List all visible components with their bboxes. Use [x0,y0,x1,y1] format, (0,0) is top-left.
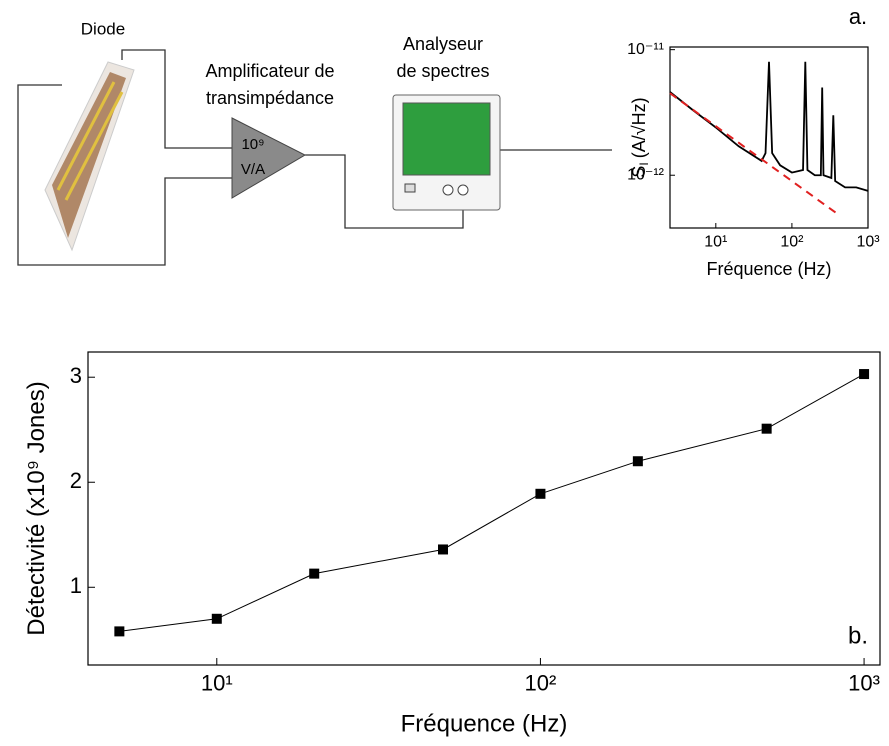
x-tick-label: 10² [525,671,557,696]
wire [17,84,232,266]
y-axis-unit: (A/√Hz) [629,97,649,158]
knob [442,184,454,196]
gain-label: V/A [241,161,265,178]
series-line [669,61,869,192]
y-tick-label: 10⁻¹¹ [627,41,664,58]
y-tick-label: 3 [70,363,82,388]
gain-label: 10⁹ [241,136,264,153]
data-point [632,456,643,467]
data-point [211,613,222,624]
analyzer-label: Analyseur [403,34,483,54]
plot-frame [669,46,869,229]
wire [121,49,232,149]
wire [305,154,464,229]
amplifier [231,117,307,199]
diode-label: Diode [81,19,125,38]
y-axis-label: SI (A/√Hz) [629,97,651,177]
diode-contact [64,91,124,201]
data-point [859,369,870,380]
y-axis-subscript: I [637,162,651,165]
x-tick-label: 10¹ [704,234,727,251]
series-line [119,373,865,632]
panel-label: b. [848,622,868,649]
plot-frame [87,351,881,666]
data-point [309,568,320,579]
y-axis-symbol: S [629,166,649,178]
y-axis-label: Détectivité (x10⁹ Jones) [23,381,50,635]
data-point [761,423,772,434]
x-tick-label: 10¹ [201,671,233,696]
y-tick-label: 2 [70,468,82,493]
knob [457,184,469,196]
button [404,183,416,193]
y-axis-text: Détectivité (x10⁹ Jones) [23,381,50,635]
y-tick-label: 10⁻¹² [627,166,665,183]
diode-contact [56,81,116,191]
data-point [535,488,546,499]
panel-label: a. [849,4,867,29]
amplifier-label: Amplificateur de [205,61,334,81]
data-point [438,544,449,555]
setup-diagram [17,49,612,266]
analyzer-label: de spectres [396,61,489,81]
x-tick-label: 10³ [856,234,880,251]
x-tick-label: 10² [780,234,804,251]
x-tick-label: 10³ [848,671,880,696]
data-point [114,626,125,637]
x-axis-label: Fréquence (Hz) [401,710,568,737]
amplifier-label: transimpédance [206,88,334,108]
series-line [669,92,840,217]
x-axis-label: Fréquence (Hz) [706,259,831,279]
analyzer-screen [402,102,491,176]
y-tick-label: 1 [70,573,82,598]
